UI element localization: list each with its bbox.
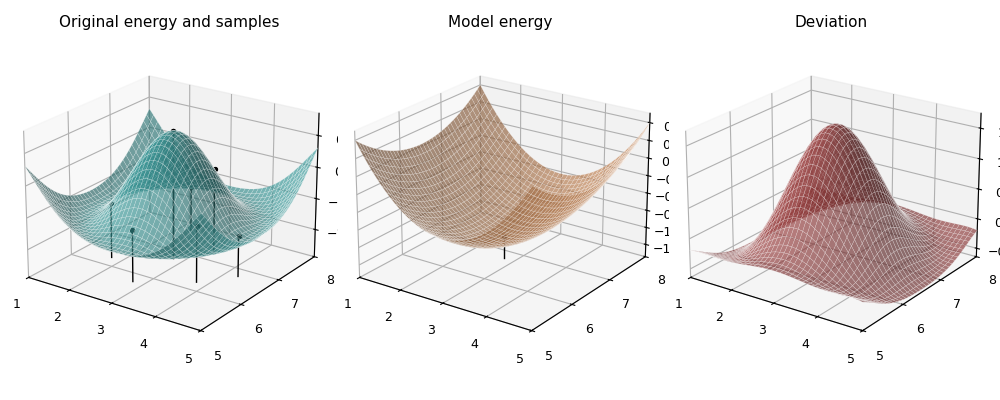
Title: Deviation: Deviation [794,15,868,30]
Title: Model energy: Model energy [448,15,552,30]
Title: Original energy and samples: Original energy and samples [59,15,279,30]
